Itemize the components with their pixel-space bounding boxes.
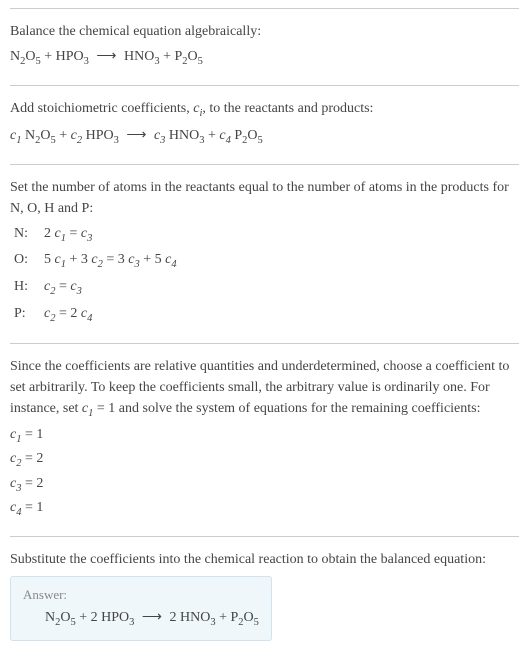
table-row: N: 2 c1 = c3 [14, 223, 187, 248]
atom-eq-title: Set the number of atoms in the reactants… [10, 177, 519, 219]
element-label: O: [14, 249, 42, 274]
section-add-coefficients: Add stoichiometric coefficients, ci, to … [10, 85, 519, 164]
coefficient-value: c1 = 1 [10, 424, 519, 449]
coefficient-value: c3 = 2 [10, 473, 519, 498]
reaction-arrow: ⟶ [96, 46, 116, 68]
section-solve: Since the coefficients are relative quan… [10, 343, 519, 536]
solve-title: Since the coefficients are relative quan… [10, 356, 519, 422]
reaction-arrow: ⟶ [142, 609, 162, 626]
add-coef-title: Add stoichiometric coefficients, ci, to … [10, 98, 519, 122]
atom-balance-table: N: 2 c1 = c3 O: 5 c1 + 3 c2 = 3 c3 + 5 c… [12, 221, 189, 329]
section-answer: Substitute the coefficients into the che… [10, 536, 519, 655]
substitute-title: Substitute the coefficients into the che… [10, 549, 519, 570]
balance-equation: 5 c1 + 3 c2 = 3 c3 + 5 c4 [44, 249, 187, 274]
answer-label: Answer: [23, 587, 259, 603]
coefficient-value: c2 = 2 [10, 448, 519, 473]
table-row: P: c2 = 2 c4 [14, 303, 187, 328]
element-label: P: [14, 303, 42, 328]
species-hno3: HNO3 [124, 49, 160, 64]
species-n2o5: N2O5 [10, 49, 41, 64]
balanced-equation: N2O5 + 2 HPO3 ⟶ 2 HNO3 + P2O5 [45, 609, 259, 628]
reaction-arrow: ⟶ [126, 125, 146, 147]
element-label: N: [14, 223, 42, 248]
unbalanced-equation: N2O5 + HPO3 ⟶ HNO3 + P2O5 [10, 46, 519, 71]
balance-equation: c2 = c3 [44, 276, 187, 301]
coefficient-value: c4 = 1 [10, 497, 519, 522]
balance-equation: 2 c1 = c3 [44, 223, 187, 248]
species-hpo3: + HPO3 [41, 49, 89, 64]
coef-equation: c1 N2O5 + c2 HPO3 ⟶ c3 HNO3 + c4 P2O5 [10, 125, 519, 150]
table-row: H: c2 = c3 [14, 276, 187, 301]
coefficient-list: c1 = 1 c2 = 2 c3 = 2 c4 = 1 [10, 424, 519, 522]
species-p2o5: + P2O5 [160, 49, 203, 64]
problem-title: Balance the chemical equation algebraica… [10, 21, 519, 42]
section-problem: Balance the chemical equation algebraica… [10, 8, 519, 85]
table-row: O: 5 c1 + 3 c2 = 3 c3 + 5 c4 [14, 249, 187, 274]
balance-equation: c2 = 2 c4 [44, 303, 187, 328]
section-atom-equations: Set the number of atoms in the reactants… [10, 164, 519, 343]
answer-box: Answer: N2O5 + 2 HPO3 ⟶ 2 HNO3 + P2O5 [10, 576, 272, 641]
element-label: H: [14, 276, 42, 301]
